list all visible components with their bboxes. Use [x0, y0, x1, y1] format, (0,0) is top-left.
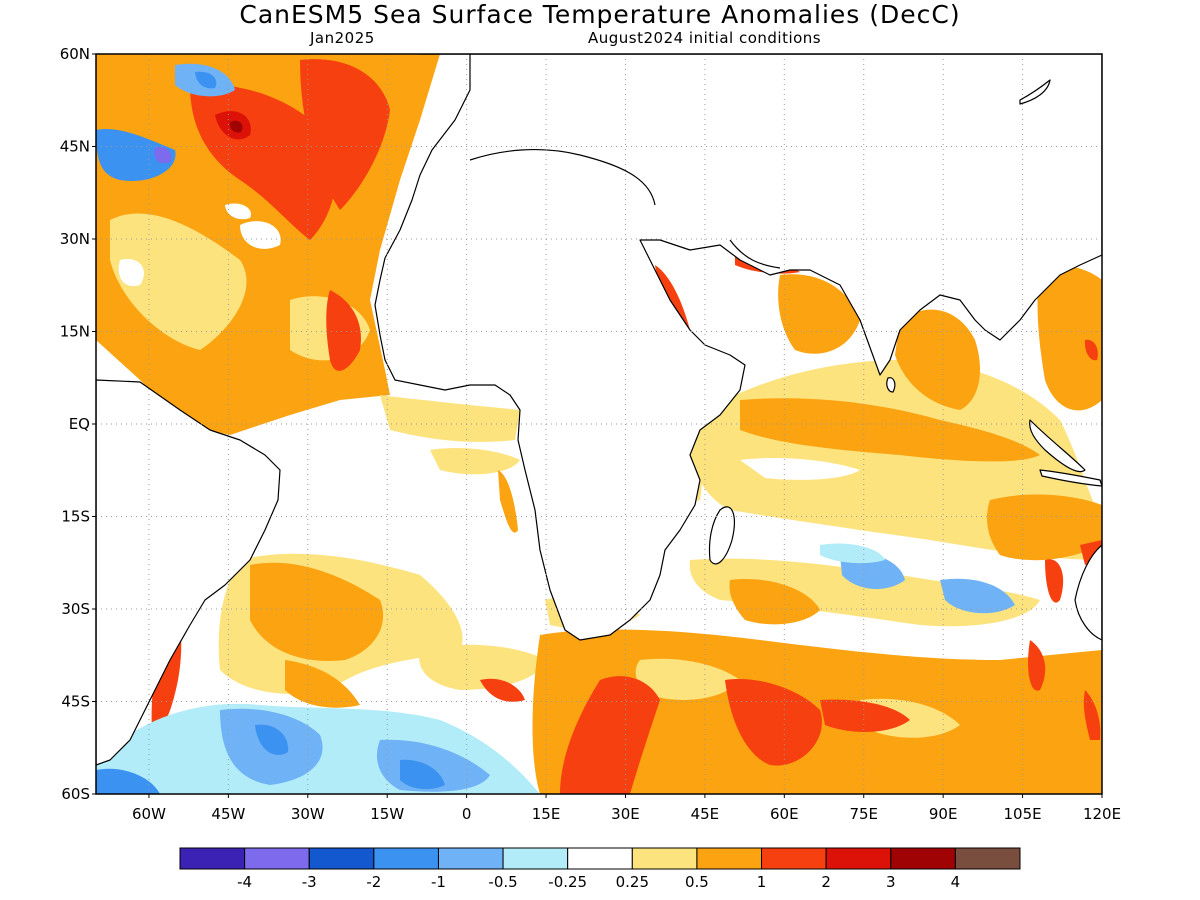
lon-tick-label: 45W: [211, 805, 245, 823]
lon-tick-label: 15W: [370, 805, 404, 823]
lon-tick-label: 60W: [132, 805, 166, 823]
colorbar-swatch: [373, 847, 439, 870]
north-atlantic-cool: [96, 129, 176, 181]
colorbar-swatch: [761, 847, 827, 870]
lat-tick-label: 30S: [61, 600, 90, 618]
lon-tick-label: 30E: [611, 805, 640, 823]
lon-tick-label: 0: [462, 805, 472, 823]
colorbar-swatch: [631, 847, 698, 870]
madagascar: [708, 506, 735, 565]
colorbar-swatch: [502, 847, 569, 870]
eurasia-africa-landmass: [374, 54, 1102, 641]
colorbar-swatch: [825, 847, 892, 870]
north-atlantic-mild: [110, 213, 247, 350]
australia: [1074, 544, 1102, 641]
colorbar-swatch: [890, 847, 956, 870]
sumatra: [1029, 419, 1086, 473]
colorbar-swatch: [179, 847, 246, 870]
colorbar-label: -4: [237, 873, 252, 891]
lon-tick-label: 75E: [849, 805, 878, 823]
lon-tick-label: 60E: [770, 805, 799, 823]
lat-tick-label: 60S: [61, 785, 90, 803]
lon-tick-label: 30W: [291, 805, 325, 823]
colorbar-swatch: [437, 847, 504, 870]
longitude-axis: 60W 45W 30W 15W 0 15E 30E 45E 60E 75E 90E 105E 120E: [132, 794, 1121, 823]
colorbar-label: -2: [366, 873, 381, 891]
colorbar-swatch: [567, 847, 633, 870]
java: [1039, 469, 1102, 487]
land-outlines: [96, 54, 1102, 766]
colorbar-swatch: [244, 847, 310, 870]
mediterranean-sea: [469, 148, 656, 206]
colorbar-label: 2: [821, 873, 831, 891]
colorbar-label: 4: [951, 873, 961, 891]
gridlines: [96, 54, 1102, 794]
lon-tick-label: 90E: [929, 805, 958, 823]
map-title: CanESM5 Sea Surface Temperature Anomalie…: [239, 0, 961, 29]
lon-tick-label: 45E: [691, 805, 720, 823]
colorbar-label: -0.25: [548, 873, 587, 891]
south-indian-hot: [560, 676, 660, 794]
colorbar-swatch: [696, 847, 763, 870]
lon-tick-label: 105E: [1004, 805, 1042, 823]
colorbar-label: 1: [757, 873, 767, 891]
lon-tick-label: 120E: [1083, 805, 1121, 823]
colorbar-swatch: [308, 847, 375, 870]
lon-tick-label: 15E: [532, 805, 561, 823]
valid-month: Jan2025: [310, 29, 375, 47]
colorbar-label: -3: [302, 873, 317, 891]
south-america: [96, 379, 281, 766]
lat-tick-label: 45N: [60, 138, 90, 156]
colorbar-label: 0.25: [616, 873, 649, 891]
lat-tick-label: 45S: [61, 693, 90, 711]
lat-tick-label: 60N: [60, 45, 90, 63]
colorbar-label: 3: [886, 873, 896, 891]
colorbar-label: -0.5: [488, 873, 517, 891]
lat-tick-label: 30N: [60, 230, 90, 248]
latitude-axis: 60N 45N 30N 15N EQ 15S 30S 45S 60S: [60, 45, 96, 803]
colorbar-label: 0.5: [685, 873, 709, 891]
initial-conditions-label: August2024 initial conditions: [588, 29, 822, 47]
sakhalin: [1019, 79, 1051, 105]
lat-tick-label: 15S: [61, 508, 90, 526]
lat-tick-label: EQ: [69, 415, 90, 433]
colorbar-swatch: [954, 847, 1021, 870]
sri-lanka: [886, 377, 896, 393]
lat-tick-label: 15N: [60, 323, 90, 341]
colorbar: -4 -3 -2 -1 -0.5 -0.25 0.25 0.5 1 2 3 4: [179, 847, 1021, 891]
colorbar-label: -1: [431, 873, 446, 891]
